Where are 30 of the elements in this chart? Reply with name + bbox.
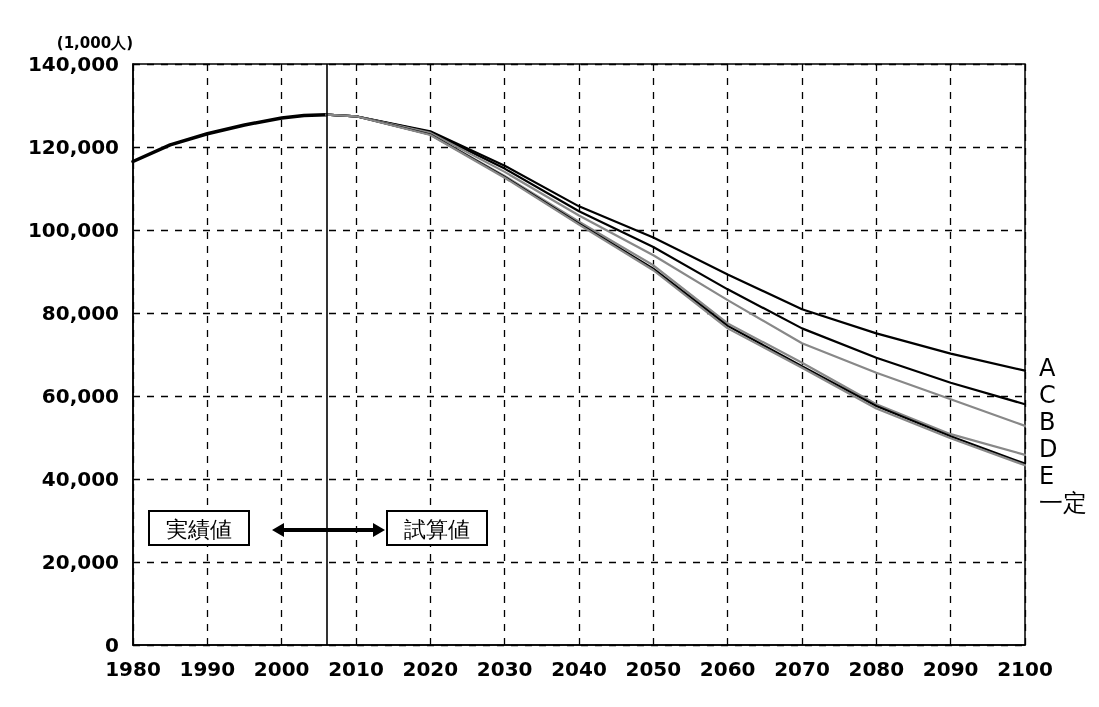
x-tick-label: 2080 — [848, 657, 905, 681]
x-tick-label: 1980 — [105, 657, 161, 681]
x-tick-label: 2030 — [476, 657, 533, 681]
series-label: 一定 — [1039, 489, 1087, 517]
y-axis-title: (1,000人) — [56, 33, 133, 52]
y-tick-label: 140,000 — [27, 52, 119, 76]
x-tick-label: 2060 — [699, 657, 756, 681]
x-tick-label: 2000 — [253, 657, 310, 681]
x-tick-label: 2070 — [774, 657, 830, 681]
series-label: B — [1039, 408, 1056, 436]
x-tick-label: 2040 — [551, 657, 607, 681]
annotation: 試算値 — [404, 516, 470, 542]
annotation: 実績値 — [166, 516, 232, 542]
x-tick-label: 1990 — [179, 657, 236, 681]
series-label: D — [1039, 435, 1058, 463]
series-label: E — [1039, 462, 1055, 490]
x-tick-label: 2090 — [922, 657, 979, 681]
y-tick-label: 100,000 — [27, 218, 119, 242]
series-label: A — [1039, 354, 1056, 382]
y-tick-label: 120,000 — [27, 135, 119, 159]
x-tick-label: 2010 — [328, 657, 384, 681]
y-tick-label: 80,000 — [41, 301, 119, 325]
series-label: C — [1039, 381, 1056, 409]
x-tick-label: 2100 — [997, 657, 1053, 681]
y-tick-label: 60,000 — [41, 384, 119, 408]
y-tick-label: 0 — [105, 633, 119, 657]
y-tick-label: 20,000 — [41, 550, 119, 574]
x-tick-label: 2050 — [625, 657, 682, 681]
y-tick-label: 40,000 — [41, 467, 119, 491]
x-tick-label: 2020 — [402, 657, 459, 681]
